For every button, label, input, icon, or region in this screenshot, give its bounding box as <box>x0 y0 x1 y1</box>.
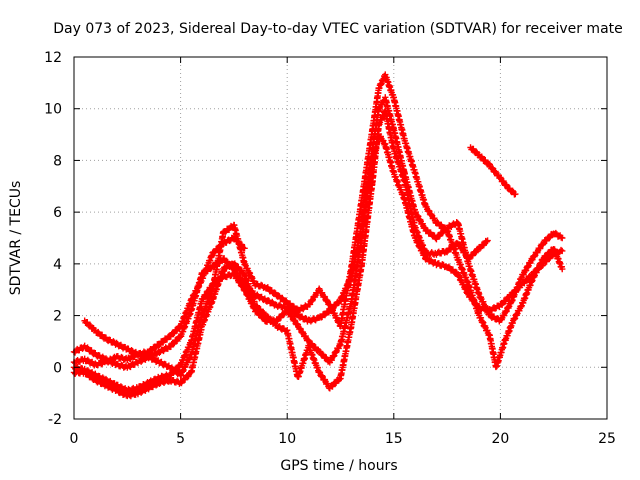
data-point <box>211 249 218 257</box>
data-point <box>531 253 538 260</box>
x-axis-label: GPS time / hours <box>280 458 397 474</box>
data-point <box>241 245 248 252</box>
series-6 <box>467 144 519 198</box>
x-tick-label: 20 <box>491 431 509 447</box>
data-point <box>546 234 553 242</box>
x-tick-label: 25 <box>598 431 616 447</box>
data-point <box>319 351 326 358</box>
data-point <box>483 238 490 245</box>
data-point <box>484 237 491 244</box>
tick-marks <box>73 56 608 420</box>
series-4 <box>70 107 491 400</box>
y-tick-label: 6 <box>53 205 62 221</box>
data-point <box>323 296 331 304</box>
data-point <box>489 164 496 172</box>
data-point <box>423 226 430 234</box>
data-point <box>472 249 479 256</box>
data-point <box>559 234 566 242</box>
data-series <box>70 71 566 400</box>
series-5 <box>70 234 248 369</box>
data-point <box>318 372 326 379</box>
data-point <box>509 187 516 195</box>
x-tick-label: 15 <box>385 431 403 447</box>
y-tick-label: 0 <box>53 360 62 376</box>
x-tick-label: 0 <box>70 431 79 447</box>
data-point <box>559 247 566 255</box>
data-point <box>557 246 565 254</box>
y-tick-label: 8 <box>53 153 62 169</box>
data-point <box>170 340 177 348</box>
y-tick-label: 12 <box>44 50 62 66</box>
x-tick-label: 10 <box>278 431 296 447</box>
data-point <box>221 229 229 236</box>
data-point <box>275 292 282 299</box>
data-point <box>156 341 163 349</box>
y-tick-label: -2 <box>48 412 62 428</box>
data-point <box>308 297 316 305</box>
data-point <box>298 329 306 337</box>
data-point <box>86 321 94 329</box>
y-tick-label: 10 <box>44 102 62 118</box>
data-point <box>552 229 560 237</box>
data-point <box>264 313 271 320</box>
data-point <box>546 250 553 257</box>
data-point <box>512 190 519 198</box>
y-tick-label: 4 <box>53 257 62 273</box>
chart-title: Day 073 of 2023, Sidereal Day-to-day VTE… <box>53 21 623 37</box>
data-point <box>476 245 484 252</box>
data-point <box>434 218 441 226</box>
data-point <box>184 373 191 380</box>
data-point <box>152 344 159 352</box>
y-tick-label: 2 <box>53 309 62 325</box>
tick-labels: 0 5 10 15 20 25 -2 0 2 4 6 8 10 12 <box>44 50 616 447</box>
y-axis-label: SDTVAR / TECUs <box>8 181 24 296</box>
data-point <box>455 241 463 248</box>
data-point <box>260 308 267 316</box>
plot-frame <box>73 56 608 420</box>
data-point <box>170 330 177 337</box>
grid-lines <box>74 57 607 419</box>
data-point <box>238 283 245 290</box>
data-point <box>293 320 301 328</box>
x-tick-label: 5 <box>176 431 185 447</box>
data-point <box>427 211 434 219</box>
data-point <box>559 265 566 273</box>
data-point <box>280 311 287 319</box>
